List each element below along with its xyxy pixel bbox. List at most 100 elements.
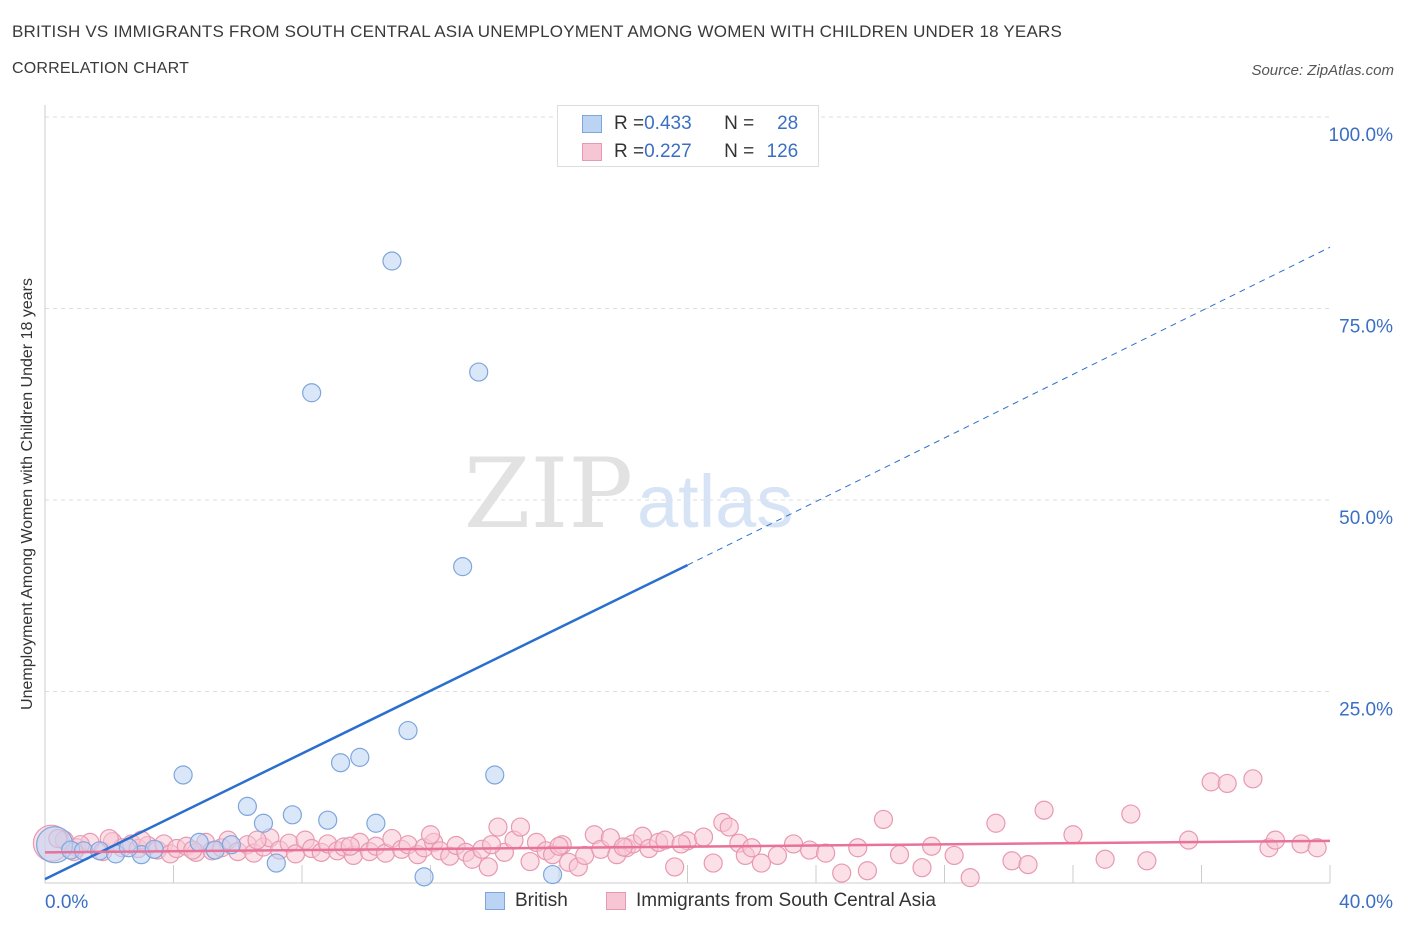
british-point-6 (144, 839, 164, 859)
y-tick-label-75: 75.0% (1339, 317, 1393, 338)
immigrants-point-89 (857, 861, 878, 881)
legend-item-immigrants[interactable]: Immigrants from South Central Asia (606, 890, 936, 912)
immigrants-point-83 (767, 845, 788, 866)
immigrants-point-119 (481, 835, 502, 855)
immigrants-point-88 (848, 838, 868, 858)
british-point-10 (253, 813, 274, 833)
immigrants-point-56 (520, 851, 540, 872)
british-point-21 (469, 362, 489, 382)
immigrants-point-63 (575, 845, 595, 866)
source-credit: Source: ZipAtlas.com (1251, 62, 1394, 79)
legend-label-immigrants: Immigrants from South Central Asia (636, 890, 936, 911)
immigrants-r-label: R = (614, 141, 645, 162)
immigrants-point-105 (1201, 772, 1221, 792)
immigrants-point-102 (1121, 804, 1141, 824)
immigrants-point-87 (832, 863, 852, 883)
british-trend-extension (687, 246, 1331, 566)
x-tick-label-min: 0.0% (45, 892, 88, 913)
british-point-12 (282, 805, 302, 825)
immigrants-point-111 (1307, 838, 1327, 858)
x-tick-label-max: 40.0% (1339, 892, 1393, 913)
immigrants-point-118 (420, 825, 441, 845)
immigrants-swatch (582, 143, 602, 161)
immigrants-point-93 (922, 836, 942, 856)
british-point-9 (237, 796, 257, 817)
immigrants-point-116 (247, 830, 267, 850)
british-r-value: 0.433 (644, 113, 692, 134)
tick-labels: 25.0% 50.0% 75.0% 100.0% 0.0% 40.0% (45, 125, 1393, 913)
immigrants-point-95 (960, 868, 980, 888)
legend-label-british: British (515, 890, 568, 911)
immigrants-point-101 (1095, 849, 1115, 869)
immigrants-n-label: N = (724, 141, 755, 162)
immigrants-point-82 (751, 853, 771, 873)
british-point-13 (318, 810, 338, 830)
immigrants-point-79 (719, 817, 739, 837)
british-point-11 (266, 853, 286, 873)
immigrants-points (32, 769, 1327, 888)
immigrants-point-90 (873, 809, 894, 830)
immigrants-point-92 (912, 858, 932, 878)
immigrants-point-122 (671, 834, 691, 854)
watermark-atlas: atlas (637, 460, 793, 543)
british-n-value: 28 (777, 113, 799, 134)
immigrants-point-99 (1034, 800, 1054, 820)
british-point-22 (485, 765, 505, 785)
british-point-20 (453, 557, 473, 577)
immigrants-legend-swatch (606, 892, 626, 910)
british-point-14 (330, 753, 351, 773)
british-point-7 (173, 765, 193, 785)
immigrants-point-97 (1002, 851, 1022, 871)
british-point-19 (414, 867, 434, 887)
british-point-23 (542, 864, 563, 885)
series-legend: British Immigrants from South Central As… (0, 890, 1406, 916)
immigrants-point-103 (1137, 851, 1157, 871)
immigrants-point-94 (944, 845, 964, 866)
immigrants-point-76 (693, 827, 714, 847)
y-axis-label: Unemployment Among Women with Children U… (19, 278, 36, 710)
british-point-17 (382, 251, 402, 271)
immigrants-point-86 (816, 843, 836, 863)
trend-lines (44, 246, 1331, 881)
chart-subtitle: CORRELATION CHART (12, 60, 190, 77)
british-trend-line (44, 563, 689, 881)
immigrants-point-104 (1179, 830, 1199, 850)
immigrants-point-107 (1243, 769, 1263, 789)
y-tick-label-50: 50.0% (1339, 508, 1393, 529)
immigrants-point-51 (478, 857, 498, 877)
british-r-label: R = (614, 113, 645, 134)
watermark: ZIP atlas (464, 438, 794, 550)
immigrants-point-98 (1018, 855, 1038, 875)
immigrants-r-value: 0.227 (644, 141, 692, 162)
immigrants-point-120 (549, 836, 569, 856)
immigrants-point-110 (1291, 834, 1311, 854)
immigrants-point-91 (889, 845, 910, 865)
legend-row-immigrants: R = 0.227 N = 126 (582, 139, 798, 165)
immigrants-point-74 (665, 857, 685, 877)
immigrants-point-52 (488, 817, 508, 837)
immigrants-point-106 (1217, 773, 1237, 794)
british-point-24 (302, 383, 322, 403)
legend-item-british[interactable]: British (485, 890, 568, 912)
british-point-25 (221, 835, 241, 855)
immigrants-trend-line (44, 839, 1331, 854)
british-legend-swatch (485, 892, 505, 910)
immigrants-point-96 (986, 813, 1006, 833)
british-point-16 (366, 813, 386, 833)
legend-row-british: R = 0.433 N = 28 (582, 111, 798, 137)
grid-layer (45, 116, 1330, 692)
immigrants-point-123 (742, 838, 762, 858)
british-point-15 (350, 747, 370, 767)
british-n-label: N = (724, 113, 755, 134)
immigrants-point-84 (783, 834, 804, 854)
immigrants-point-55 (510, 817, 531, 837)
chart-title: BRITISH VS IMMIGRANTS FROM SOUTH CENTRAL… (12, 22, 1063, 41)
british-points (36, 251, 563, 887)
british-point-27 (189, 832, 209, 853)
y-tick-label-100: 100.0% (1329, 125, 1394, 146)
correlation-legend: R = 0.433 N = 28 R = 0.227 N = 126 (557, 105, 819, 167)
british-point-18 (398, 720, 418, 741)
immigrants-point-85 (799, 840, 820, 860)
immigrants-point-117 (340, 836, 360, 856)
